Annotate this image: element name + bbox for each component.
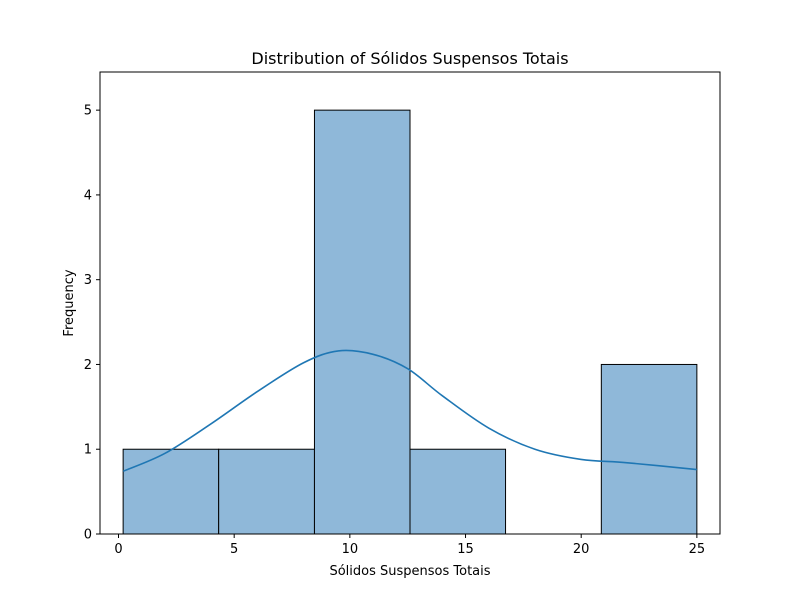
kde-line: [122, 349, 697, 473]
histogram-bars: [122, 109, 698, 535]
y-tick-label: 1: [84, 443, 92, 458]
kde-curve-group: [122, 349, 697, 473]
histogram-bar-3: [409, 448, 507, 535]
x-tick-label: 0: [114, 542, 122, 557]
y-tick-label: 0: [84, 528, 92, 543]
y-axis-ticks: 0 1 2 3 4 5: [84, 104, 100, 543]
y-tick-label: 5: [84, 104, 92, 119]
x-tick-label: 15: [457, 542, 474, 557]
y-tick-label: 4: [84, 188, 92, 203]
x-tick-label: 10: [342, 542, 359, 557]
y-tick-label: 2: [84, 358, 92, 373]
y-tick-label: 3: [84, 273, 92, 288]
histogram-bar-2: [313, 109, 411, 535]
histogram-bar-5: [600, 363, 698, 535]
histogram-bar-0: [122, 448, 220, 535]
chart-title: Distribution of Sólidos Suspensos Totais: [251, 49, 568, 68]
y-axis-label: Frequency: [62, 269, 77, 336]
histogram-bar-1: [218, 448, 315, 535]
x-tick-label: 20: [573, 542, 590, 557]
plot-frame: [99, 71, 721, 535]
x-tick-label: 5: [230, 542, 238, 557]
x-axis-ticks: 0 5 10 15 20 25: [114, 534, 705, 557]
x-axis-label: Sólidos Suspensos Totais: [329, 564, 490, 579]
x-tick-label: 25: [689, 542, 706, 557]
